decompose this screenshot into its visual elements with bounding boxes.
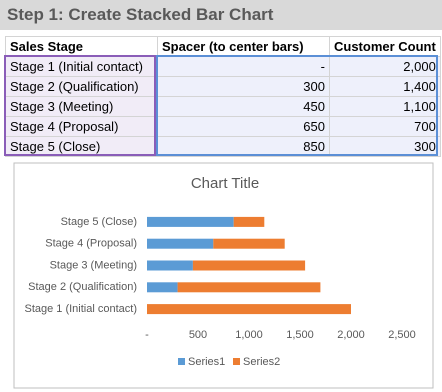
bar xyxy=(147,216,234,227)
x-tick-label: 1,500 xyxy=(286,329,314,341)
x-tick-label: - xyxy=(145,329,149,341)
bar xyxy=(147,260,193,271)
table-row: Stage 3 (Meeting) 450 1,100 xyxy=(5,96,441,117)
y-tick-label: Stage 3 (Meeting) xyxy=(50,259,137,271)
table-cell: Sales Stage xyxy=(5,36,158,57)
bar xyxy=(177,282,321,293)
y-tick-label: Stage 5 (Close) xyxy=(61,216,137,228)
legend-swatch xyxy=(233,358,240,365)
x-tick-label: 2,000 xyxy=(337,329,365,341)
table-cell: 300 xyxy=(329,136,441,157)
table-cell: 700 xyxy=(329,116,441,137)
bar xyxy=(147,238,214,249)
table-cell: Customer Count xyxy=(329,36,441,57)
bar xyxy=(147,304,351,315)
step-title: Step 1: Create Stacked Bar Chart xyxy=(0,0,442,30)
chart-title: Chart Title xyxy=(191,175,259,192)
x-tick-label: 500 xyxy=(189,329,207,341)
x-tick-label: 1,000 xyxy=(235,329,263,341)
x-tick-label: 2,500 xyxy=(388,329,416,341)
table-row: Stage 4 (Proposal) 650 700 xyxy=(5,116,441,137)
table-cell: Stage 2 (Qualification) xyxy=(5,76,158,97)
table-row: Stage 5 (Close) 850 300 xyxy=(5,136,441,157)
y-tick-label: Stage 4 (Proposal) xyxy=(45,238,137,250)
table-cell: Stage 5 (Close) xyxy=(5,136,158,157)
table-cell: 2,000 xyxy=(329,56,441,77)
table-cell: 650 xyxy=(157,116,330,137)
table-cell: 300 xyxy=(157,76,330,97)
bar xyxy=(233,216,265,227)
chart: Chart Title - 500 1,000 1,500 2,000 2,500 Stag… xyxy=(13,162,434,389)
table-cell: Spacer (to center bars) xyxy=(157,36,330,57)
table-row: Sales Stage Spacer (to center bars) Custom… xyxy=(5,36,441,57)
legend-swatch xyxy=(178,358,185,365)
table-cell: 1,100 xyxy=(329,96,441,117)
selection-border xyxy=(156,55,438,156)
y-tick-label: Stage 1 (Initial contact) xyxy=(24,303,137,315)
data-table: Sales Stage Spacer (to center bars) Custom… xyxy=(5,36,441,157)
table-cell: 850 xyxy=(157,136,330,157)
legend-label: Series1 xyxy=(188,356,225,368)
bar xyxy=(192,260,306,271)
chart-frame xyxy=(13,162,434,389)
legend-label: Series2 xyxy=(243,356,280,368)
selection-border xyxy=(4,55,156,156)
bar xyxy=(147,282,178,293)
table-cell: Stage 3 (Meeting) xyxy=(5,96,158,117)
bar xyxy=(213,238,285,249)
y-tick-label: Stage 2 (Qualification) xyxy=(28,281,137,293)
